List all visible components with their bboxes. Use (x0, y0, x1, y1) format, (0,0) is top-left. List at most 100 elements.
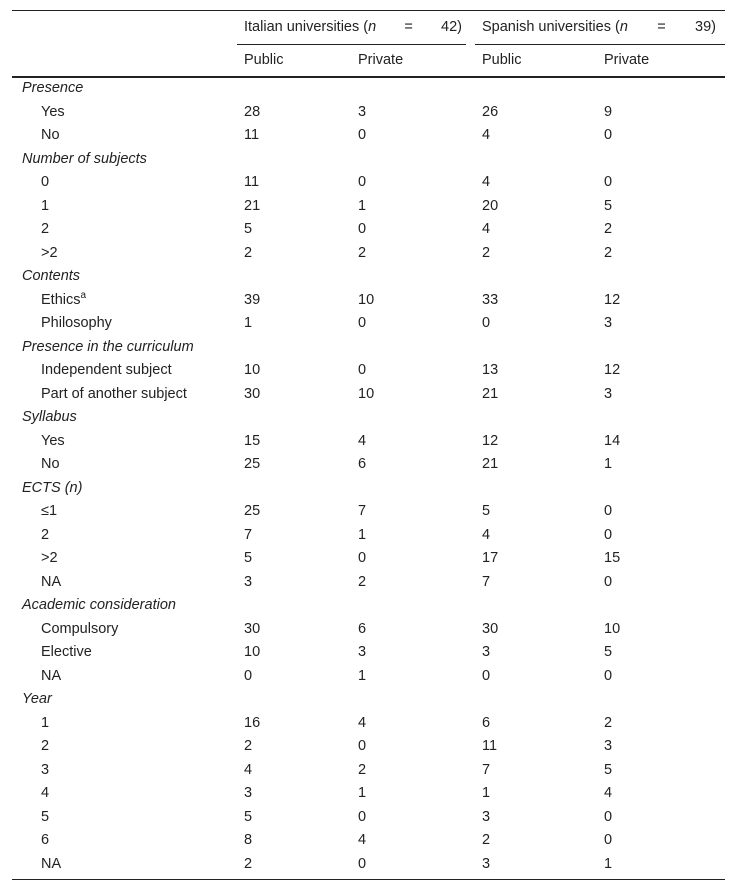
cell: 17 (482, 550, 499, 566)
cell: 5 (604, 644, 613, 660)
row-label-text: 1 (41, 714, 50, 731)
row-label-text: NA (41, 573, 62, 590)
cell: 1 (604, 456, 613, 472)
cell: 6 (358, 620, 367, 637)
cell: 5 (604, 197, 613, 214)
row-label-text: NA (41, 667, 62, 684)
cell: 0 (482, 667, 491, 684)
footnote-mark: a (80, 289, 87, 301)
cell: 12 (482, 432, 499, 449)
row-label: Part of another subject (41, 384, 187, 404)
row-label: ≤1 (41, 501, 57, 521)
section-title: Presence (22, 80, 84, 96)
cell: 0 (358, 855, 367, 872)
cell: 0 (604, 573, 613, 590)
cell: 33 (482, 291, 499, 308)
row-label-text: Ethics (41, 291, 81, 308)
cell: 2 (358, 761, 367, 778)
row-label-text: 2 (41, 526, 50, 543)
cell: 0 (358, 738, 367, 754)
cell: 3 (244, 785, 253, 801)
cell: 2 (482, 244, 491, 261)
row-label: 2 (41, 736, 49, 756)
row-label-text: 2 (41, 221, 50, 237)
cell: 0 (358, 315, 367, 331)
cell: 12 (604, 362, 621, 378)
cell: 2 (244, 855, 253, 872)
row-label: 2 (41, 219, 49, 239)
cell: 1 (358, 667, 367, 684)
cell: 7 (358, 503, 367, 519)
cell: 30 (244, 620, 261, 637)
cell: 2 (244, 738, 253, 754)
rule (237, 44, 466, 45)
row-label-text: ≤1 (41, 503, 58, 519)
cell: 0 (358, 221, 367, 237)
group-name: Italian universities ( (244, 19, 369, 35)
row-label: 5 (41, 807, 49, 827)
cell: 12 (604, 291, 621, 308)
cell: 28 (244, 103, 261, 120)
close-paren: ) (457, 19, 462, 35)
cell: 0 (358, 808, 367, 825)
cell: 25 (244, 456, 261, 472)
cell: 2 (604, 714, 613, 731)
cell: 3 (604, 738, 613, 754)
cell: 0 (244, 667, 253, 684)
cell: 4 (358, 432, 367, 449)
cell: 4 (482, 221, 491, 237)
row-label: 1 (41, 713, 49, 733)
cell: 3 (604, 315, 613, 331)
cell: 1 (604, 855, 613, 872)
row-label-text: Philosophy (41, 315, 112, 331)
row-label: Compulsory (41, 619, 118, 639)
cell: 5 (244, 221, 253, 237)
cell: 2 (244, 244, 253, 261)
cell: 9 (604, 103, 613, 120)
row-label-text: No (41, 456, 60, 472)
row-label: Elective (41, 642, 92, 662)
cell: 0 (604, 127, 613, 143)
cell: 5 (604, 761, 613, 778)
cell: 11 (482, 738, 498, 754)
cell: 20 (482, 197, 499, 214)
cell: 2 (358, 244, 367, 261)
row-label-text: >2 (41, 550, 58, 566)
cell: 1 (482, 785, 491, 801)
row-label-text: 1 (41, 197, 50, 214)
section-title: Presence in the curriculum (22, 338, 194, 355)
cell: 0 (604, 174, 613, 190)
cell: 8 (244, 832, 253, 848)
group-name: Spanish universities ( (482, 19, 620, 35)
cell: 0 (604, 526, 613, 543)
n-value-wrap: 39) (695, 17, 716, 37)
cell: 2 (604, 221, 613, 237)
cell: 39 (244, 291, 261, 308)
cell: 7 (482, 573, 491, 590)
section-title: ECTS (n) (22, 479, 83, 496)
cell: 6 (482, 714, 491, 731)
cell: 15 (244, 432, 261, 449)
cell: 0 (604, 667, 613, 684)
cell: 1 (358, 785, 367, 801)
row-label: 2 (41, 525, 49, 545)
cell: 4 (482, 526, 491, 543)
row-label: Independent subject (41, 360, 172, 380)
row-label: 1 (41, 196, 49, 216)
group-title: Italian universities (n (244, 17, 376, 37)
cell: 0 (358, 127, 367, 143)
cell: 2 (358, 573, 367, 590)
n-symbol: n (619, 19, 628, 35)
cell: 5 (244, 550, 253, 566)
cell: 3 (244, 573, 253, 590)
row-label-text: 0 (41, 174, 50, 190)
n-value: 39 (695, 19, 712, 35)
row-label-text: 6 (41, 832, 50, 848)
cell: 5 (244, 808, 253, 825)
column-header: Public (482, 52, 522, 68)
cell: 3 (482, 644, 491, 660)
cell: 10 (244, 644, 261, 660)
cell: 0 (482, 315, 491, 331)
cell: 10 (358, 385, 375, 402)
cell: 7 (244, 526, 253, 543)
